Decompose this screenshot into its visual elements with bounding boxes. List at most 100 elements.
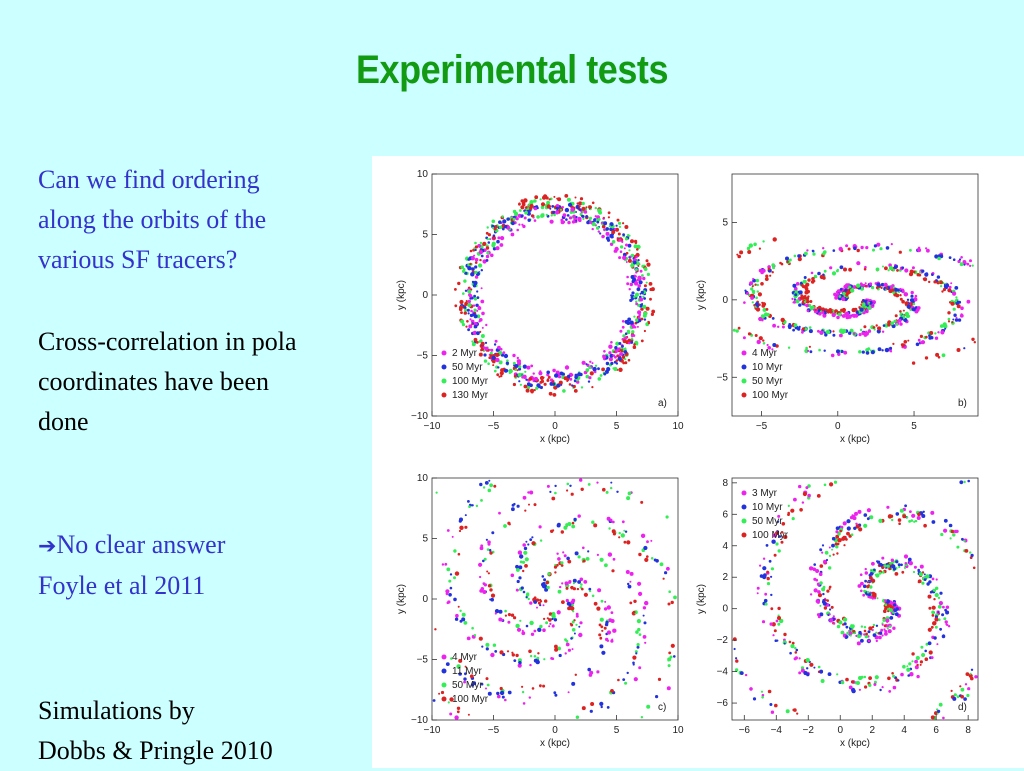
- particle: [573, 517, 577, 522]
- particle: [878, 518, 883, 523]
- particle: [777, 606, 781, 611]
- particle: [561, 600, 565, 604]
- particle: [574, 673, 577, 676]
- particle: [837, 352, 841, 356]
- particle: [518, 365, 522, 369]
- particle: [480, 269, 483, 272]
- particle: [895, 323, 899, 326]
- particle: [546, 617, 549, 620]
- particle: [916, 674, 920, 679]
- particle: [622, 678, 626, 681]
- particle: [969, 551, 972, 554]
- x-tick-label: 10: [672, 725, 684, 736]
- particle: [482, 241, 487, 246]
- particle: [524, 210, 528, 215]
- particle: [554, 484, 557, 488]
- particle: [633, 281, 639, 286]
- particle: [634, 294, 638, 298]
- particle: [933, 280, 937, 284]
- particle: [828, 546, 831, 549]
- particle: [801, 327, 805, 331]
- particle: [617, 356, 622, 361]
- particle: [474, 241, 477, 245]
- x-tick-label: 2: [869, 725, 875, 736]
- particle: [495, 352, 500, 357]
- particle: [519, 554, 524, 559]
- particle: [536, 383, 541, 388]
- particle: [798, 484, 802, 489]
- particle: [744, 673, 748, 677]
- particle: [954, 300, 958, 303]
- particle: [624, 237, 628, 241]
- particle: [520, 214, 524, 218]
- particle: [545, 580, 549, 585]
- particle: [614, 246, 619, 252]
- particle: [766, 582, 771, 586]
- particle: [819, 669, 824, 674]
- particle: [806, 667, 809, 670]
- legend-label: 10 Myr: [752, 362, 783, 373]
- particle: [635, 302, 638, 306]
- particle: [485, 647, 489, 651]
- particle: [952, 318, 955, 321]
- particle: [925, 335, 928, 339]
- particle: [593, 523, 598, 528]
- particle: [859, 328, 863, 332]
- particle: [669, 655, 673, 659]
- particle: [627, 338, 632, 343]
- particle: [470, 256, 475, 261]
- particle: [866, 591, 870, 594]
- particle: [608, 225, 611, 228]
- particle: [642, 304, 647, 309]
- particle: [869, 515, 874, 520]
- particle: [482, 582, 486, 585]
- particle: [874, 675, 879, 680]
- particle: [869, 349, 872, 352]
- y-tick-label: 0: [722, 604, 728, 615]
- particle: [777, 514, 781, 518]
- particle: [478, 562, 483, 567]
- particle: [634, 239, 638, 243]
- particle: [756, 592, 759, 595]
- particle: [454, 617, 459, 621]
- particle: [575, 215, 578, 219]
- particle: [614, 348, 618, 352]
- particle: [492, 247, 497, 251]
- particle: [531, 541, 536, 546]
- particle: [829, 309, 833, 314]
- particle: [471, 342, 476, 347]
- particle: [543, 617, 546, 620]
- particle: [794, 286, 798, 291]
- particle: [561, 582, 564, 585]
- particle: [881, 330, 885, 333]
- particle: [867, 630, 871, 634]
- particle: [564, 365, 570, 370]
- y-tick-label: 5: [422, 534, 428, 545]
- particle: [938, 618, 941, 621]
- particle: [448, 579, 452, 583]
- particle: [486, 548, 490, 551]
- particle: [523, 198, 528, 203]
- legend-label: 130 Myr: [452, 390, 489, 401]
- y-tick-label: −10: [411, 715, 428, 726]
- particle: [892, 342, 895, 345]
- particle: [444, 562, 448, 566]
- particle: [858, 630, 862, 635]
- particle: [973, 341, 976, 344]
- particle: [770, 607, 774, 611]
- particle: [574, 196, 577, 199]
- particle: [827, 311, 830, 314]
- particle: [940, 532, 944, 537]
- particle: [471, 626, 474, 630]
- particle: [612, 557, 616, 561]
- particle: [952, 533, 956, 537]
- particle: [525, 596, 528, 599]
- particle: [611, 529, 616, 534]
- particle: [529, 203, 534, 209]
- particle: [576, 587, 580, 591]
- particle: [657, 677, 662, 682]
- particle: [636, 643, 640, 647]
- cross-correlation-text: Cross-correlation in pola coordinates ha…: [38, 327, 297, 436]
- particle: [572, 587, 576, 591]
- particle: [888, 625, 892, 628]
